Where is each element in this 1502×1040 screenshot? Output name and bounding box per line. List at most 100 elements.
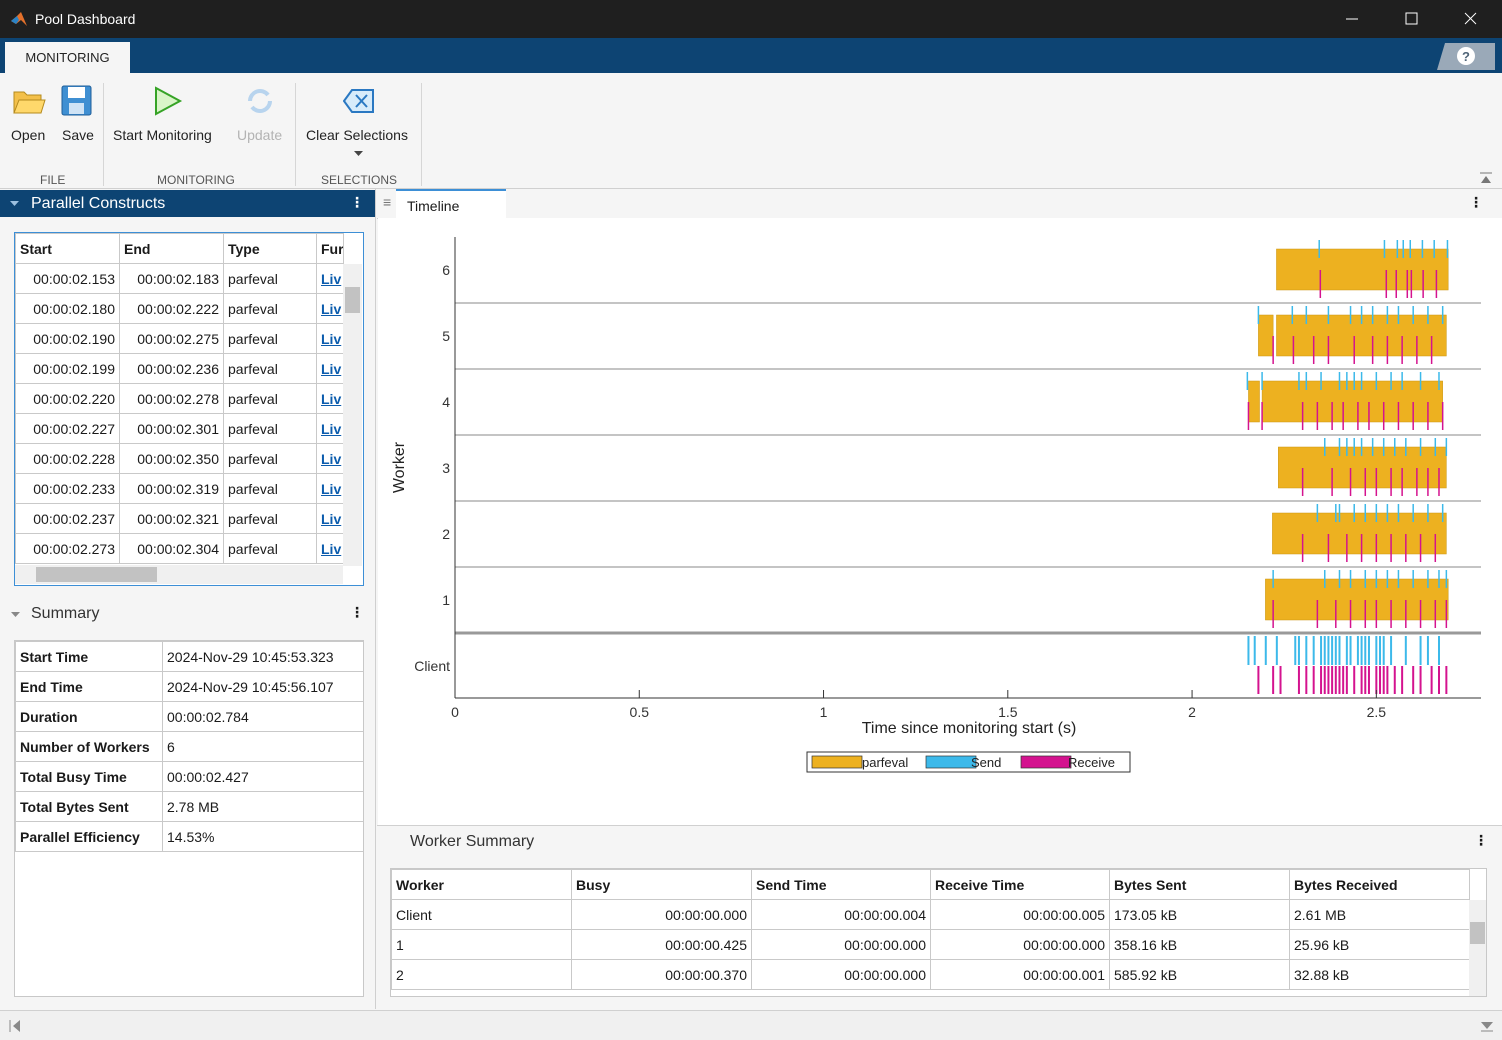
panel-header: Summary ⋮ <box>0 600 375 628</box>
timeline-tab[interactable]: Timeline <box>396 189 506 218</box>
panel-menu[interactable]: ⋮ <box>350 604 364 620</box>
table-cell: parfeval <box>223 263 317 294</box>
separator <box>103 83 104 186</box>
tab-strip: MONITORING ? <box>0 38 1502 73</box>
clear-selections-button[interactable]: Clear Selections <box>306 127 408 143</box>
function-link[interactable]: Liv <box>316 533 344 564</box>
function-link[interactable]: Liv <box>316 443 344 474</box>
table-row: 00:00:02.180 00:00:02.222 parfeval Liv <box>15 293 344 324</box>
table-row: Client 00:00:00.000 00:00:00.004 00:00:00.0… <box>391 899 1470 930</box>
header-row: Worker Busy Send Time Receive Time Bytes Sen… <box>391 869 1470 900</box>
panel-title: Summary <box>31 605 100 622</box>
table-cell: Client <box>391 899 572 930</box>
table-row: 00:00:02.153 00:00:02.183 parfeval Liv <box>15 263 344 294</box>
open-button[interactable]: Open <box>11 127 46 143</box>
summary-key: Number of Workers <box>15 731 163 762</box>
update-button: Update <box>237 127 283 143</box>
x-tick-label: 2.5 <box>1367 704 1387 720</box>
table-row: Number of Workers 6 <box>15 731 363 762</box>
table-cell: 00:00:02.183 <box>119 263 224 294</box>
timeline-panel: 6 5 4 3 2 1 Client 0 0.5 1 1.5 2 2.5 Time since monit… <box>378 218 1502 825</box>
start-monitoring-button[interactable]: Start Monitoring <box>113 127 212 143</box>
table-cell: 00:00:02.220 <box>15 383 120 414</box>
update-icon <box>248 89 272 113</box>
function-link[interactable]: Liv <box>316 353 344 384</box>
horizontal-scrollbar[interactable] <box>15 565 343 584</box>
table-cell: 1 <box>391 929 572 960</box>
column-header: Receive Time <box>930 869 1110 900</box>
table-cell: 00:00:02.222 <box>119 293 224 324</box>
table-cell: 358.16 kB <box>1109 929 1290 960</box>
section-label: FILE <box>40 173 66 187</box>
busy-interval <box>1265 578 1449 621</box>
svg-text:?: ? <box>1462 49 1470 64</box>
table-cell: 00:00:02.350 <box>119 443 224 474</box>
function-link[interactable]: Liv <box>316 503 344 534</box>
separator <box>295 83 296 186</box>
busy-interval <box>1272 512 1447 555</box>
table-cell: 00:00:02.237 <box>15 503 120 534</box>
separator <box>421 83 422 186</box>
column-header: Busy <box>571 869 752 900</box>
table-cell: 00:00:02.233 <box>15 473 120 504</box>
dropdown-arrow[interactable] <box>354 151 364 157</box>
table-row: Start Time 2024-Nov-29 10:45:53.323 <box>15 641 363 672</box>
collapse-arrow[interactable] <box>10 201 20 207</box>
collapse-bottom[interactable] <box>1480 1019 1494 1033</box>
function-link[interactable]: Liv <box>316 263 344 294</box>
summary-value: 6 <box>162 731 363 762</box>
function-link[interactable]: Liv <box>316 293 344 324</box>
window-controls[interactable] <box>1340 8 1490 30</box>
table-cell: 00:00:02.190 <box>15 323 120 354</box>
table-cell: 00:00:02.321 <box>119 503 224 534</box>
legend-swatch <box>811 755 863 769</box>
table-row: Duration 00:00:02.784 <box>15 701 363 732</box>
collapse-left[interactable] <box>8 1019 22 1033</box>
open-icon <box>13 91 46 114</box>
vertical-scrollbar[interactable] <box>1469 900 1486 996</box>
table-cell: 00:00:02.304 <box>119 533 224 564</box>
table-cell: 00:00:00.425 <box>571 929 752 960</box>
save-button[interactable]: Save <box>62 127 94 143</box>
function-link[interactable]: Liv <box>316 413 344 444</box>
function-link[interactable]: Liv <box>316 323 344 354</box>
table-cell: parfeval <box>223 443 317 474</box>
table-row: 00:00:02.233 00:00:02.319 parfeval Liv <box>15 473 344 504</box>
collapse-toolbar[interactable] <box>1479 171 1493 185</box>
busy-interval <box>1248 380 1260 423</box>
function-link[interactable]: Liv <box>316 473 344 504</box>
table-cell: 585.92 kB <box>1109 959 1290 990</box>
table-cell: parfeval <box>223 413 317 444</box>
collapse-arrow[interactable] <box>11 612 21 618</box>
panel-menu[interactable]: ⋮ <box>1469 194 1483 210</box>
panel-menu[interactable]: ⋮ <box>350 194 364 210</box>
table-cell: 00:00:02.199 <box>15 353 120 384</box>
table-cell: parfeval <box>223 503 317 534</box>
vertical-scrollbar[interactable] <box>343 264 362 566</box>
busy-interval <box>1261 380 1443 423</box>
table-row: 1 00:00:00.425 00:00:00.000 00:00:00.000 358… <box>391 929 1470 960</box>
clear-icon <box>343 89 374 113</box>
panel-header: Parallel Constructs ⋮ <box>0 190 375 217</box>
summary-key: Total Busy Time <box>15 761 163 792</box>
toolbar: Open Save Start Monitoring Update Clear … <box>0 73 1502 189</box>
y-tick-label: 6 <box>442 262 450 278</box>
summary-value: 00:00:02.784 <box>162 701 363 732</box>
function-link[interactable]: Liv <box>316 383 344 414</box>
y-tick-label: 5 <box>442 328 450 344</box>
legend-swatch <box>1020 755 1072 769</box>
table-cell: parfeval <box>223 323 317 354</box>
x-tick-label: 2 <box>1188 704 1196 720</box>
tab-menu[interactable]: ≡ <box>383 194 392 210</box>
worker-summary-panel: Worker Summary ⋮ Worker Busy Send Time Rece… <box>377 825 1502 1011</box>
y-tick-label: 1 <box>442 592 450 608</box>
panel-menu[interactable]: ⋮ <box>1474 832 1488 848</box>
column-header: Send Time <box>751 869 931 900</box>
x-tick-label: 1 <box>820 704 828 720</box>
tab[interactable]: MONITORING <box>5 42 130 73</box>
panel-title: Worker Summary <box>410 833 535 850</box>
help-button[interactable]: ? <box>1437 43 1495 70</box>
save-icon <box>61 85 92 116</box>
window-title: Pool Dashboard <box>35 11 136 27</box>
